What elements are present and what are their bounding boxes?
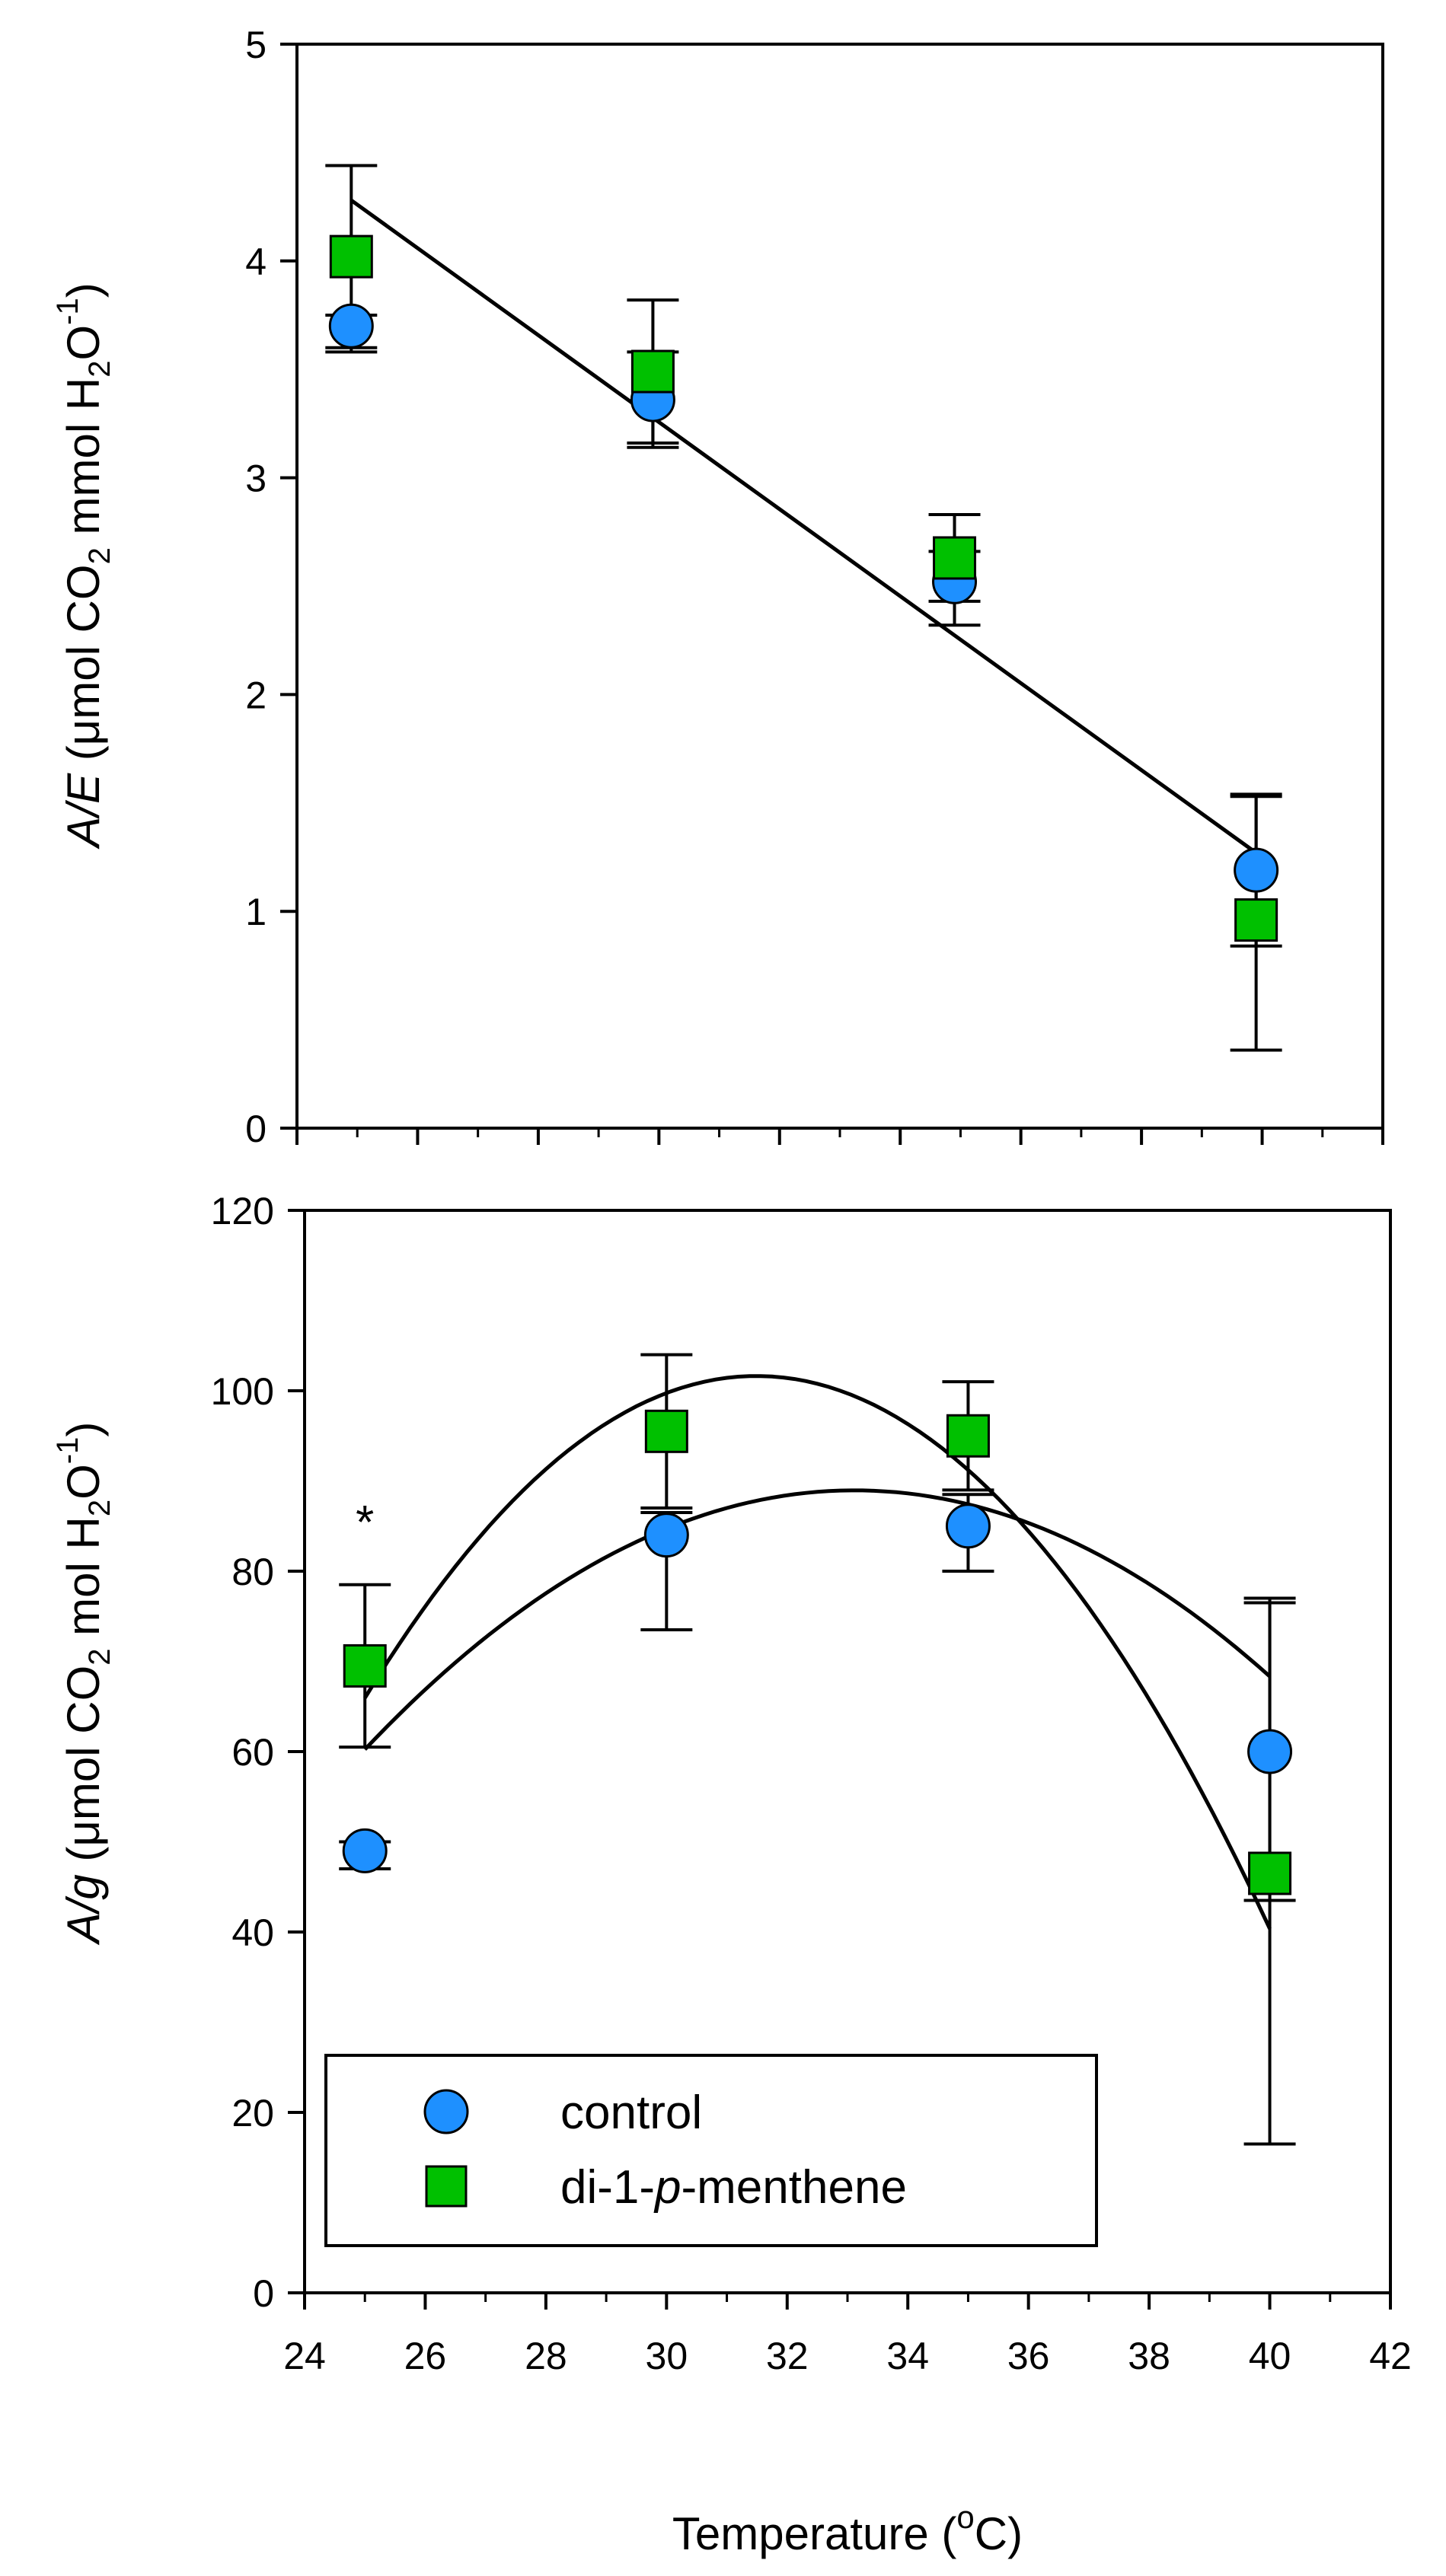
- x-tick-label: 26: [404, 2335, 447, 2377]
- treatment-data-point: [1248, 1851, 1292, 1895]
- top-y-axis-title: A/E (μmol CO2 mmol H2O-1): [51, 282, 117, 849]
- legend-box: [324, 2054, 1098, 2247]
- treatment-data-point: [1234, 898, 1278, 942]
- treatment-data-point: [946, 1414, 990, 1458]
- y-tick-label: 0: [245, 1108, 267, 1150]
- y-tick-label: 120: [211, 1190, 274, 1232]
- control-data-point: [328, 303, 374, 349]
- bottom-y-axis-title: A/g (μmol CO2 mol H2O-1): [51, 1422, 117, 1946]
- x-tick-label: 38: [1128, 2335, 1170, 2377]
- x-tick-label: 42: [1369, 2335, 1412, 2377]
- treatment-data-point: [343, 1643, 387, 1688]
- y-tick-label: 100: [211, 1370, 274, 1413]
- y-tick-label: 60: [231, 1731, 274, 1774]
- control-data-point: [1247, 1729, 1293, 1774]
- y-tick-label: 40: [231, 1911, 274, 1954]
- x-axis-title: Temperature (oC): [672, 2499, 1023, 2559]
- x-tick-label: 34: [886, 2335, 929, 2377]
- x-tick-label: 24: [283, 2335, 326, 2377]
- control-data-point: [643, 1513, 689, 1558]
- y-tick-label: 5: [245, 24, 267, 66]
- x-tick-label: 40: [1249, 2335, 1291, 2377]
- legend-control-label: control: [560, 2087, 702, 2139]
- y-tick-label: 3: [245, 457, 267, 500]
- significance-asterisk: *: [356, 1497, 374, 1549]
- y-tick-label: 0: [253, 2272, 274, 2315]
- top-panel: 0 1 2 3 4 5 A/E (μmol CO2 mmol H2O-1): [51, 24, 1384, 1150]
- control-data-point: [945, 1503, 991, 1549]
- fit-line: [350, 199, 1258, 855]
- y-tick-label: 2: [245, 674, 267, 716]
- legend-treatment-marker: [425, 2165, 468, 2208]
- treatment-data-point: [644, 1409, 688, 1453]
- x-tick-label: 36: [1007, 2335, 1050, 2377]
- x-tick-label: 30: [646, 2335, 688, 2377]
- treatment-data-point: [329, 234, 373, 279]
- treatment-data-point: [630, 349, 675, 394]
- x-tick-label: 28: [525, 2335, 567, 2377]
- y-tick-label: 4: [245, 241, 267, 283]
- x-tick-label: 32: [766, 2335, 809, 2377]
- y-tick-label: 1: [245, 891, 267, 933]
- legend-treatment-label: di-1-p-menthene: [560, 2161, 907, 2214]
- bottom-panel: 0 20 40 60 80 100 120 24 26 28 30 32 34 36 38 40 42 * A…: [51, 1190, 1412, 2559]
- control-data-point: [1234, 847, 1279, 893]
- legend-control-marker: [423, 2089, 469, 2134]
- legend: control di-1-p-menthene: [324, 2054, 1098, 2247]
- y-tick-label: 20: [231, 2092, 274, 2134]
- treatment-data-point: [933, 536, 977, 580]
- fit-line: [363, 1488, 1272, 1751]
- y-tick-label: 80: [231, 1551, 274, 1593]
- fit-line: [363, 1374, 1272, 1930]
- control-data-point: [342, 1828, 388, 1873]
